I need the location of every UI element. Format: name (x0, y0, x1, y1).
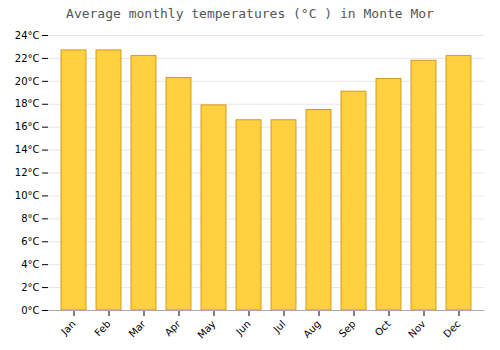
svg-text:Nov: Nov (406, 318, 428, 340)
svg-text:22°C: 22°C (15, 53, 40, 64)
svg-text:Dec: Dec (441, 318, 462, 339)
svg-text:4°C: 4°C (21, 259, 39, 270)
svg-text:0°C: 0°C (21, 305, 39, 316)
svg-text:Oct: Oct (373, 318, 393, 338)
svg-text:2°C: 2°C (21, 282, 39, 293)
svg-text:Jul: Jul (271, 318, 288, 335)
svg-text:24°C: 24°C (15, 30, 40, 41)
svg-text:14°C: 14°C (15, 144, 40, 155)
svg-text:12°C: 12°C (15, 167, 40, 178)
svg-text:8°C: 8°C (21, 213, 39, 224)
svg-text:Sep: Sep (337, 318, 358, 339)
svg-text:Apr: Apr (163, 318, 184, 339)
svg-text:18°C: 18°C (15, 98, 40, 109)
svg-text:Mar: Mar (127, 318, 149, 340)
html-text:Average monthly temperatures (: Average monthly temperatures (°C ) in Mo… (66, 6, 434, 21)
svg-text:10°C: 10°C (15, 190, 40, 201)
svg-text:Feb: Feb (92, 318, 112, 338)
svg-text:16°C: 16°C (15, 121, 40, 132)
svg-text:20°C: 20°C (15, 76, 40, 87)
svg-text:Jan: Jan (58, 318, 77, 337)
svg-text:May: May (195, 318, 217, 340)
svg-text:Jun: Jun (233, 318, 253, 338)
svg-text:6°C: 6°C (21, 236, 39, 247)
svg-text:Aug: Aug (301, 318, 323, 340)
